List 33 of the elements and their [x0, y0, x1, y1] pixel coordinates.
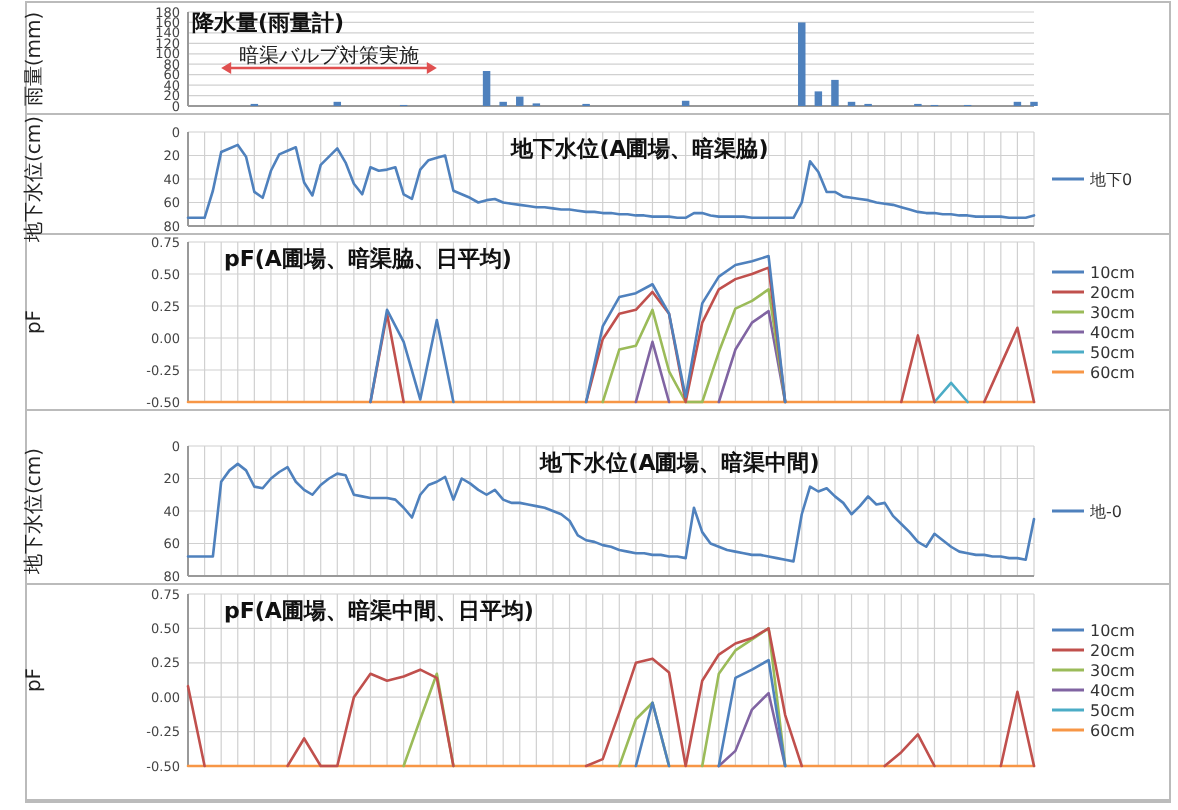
bar	[814, 91, 823, 106]
bar	[516, 96, 524, 106]
bar	[831, 79, 839, 106]
legend-label: 50cm	[1090, 701, 1136, 720]
line-series	[717, 691, 787, 768]
chart-title: pF(A圃場、暗渠脇、日平均)	[224, 246, 512, 272]
chart-title: pF(A圃場、暗渠中間、日平均)	[224, 598, 534, 624]
legend-label: 30cm	[1090, 303, 1136, 322]
y-axis-title: 地下水位(cm)	[22, 447, 46, 577]
legend-label: 地下0	[1088, 170, 1133, 189]
y-axis-title: pF	[24, 667, 46, 693]
chart-title: 降水量(雨量計)	[192, 10, 345, 36]
y-axis-title: 地下水位(cm)	[22, 115, 46, 245]
legend-label: 10cm	[1090, 263, 1136, 282]
bar	[798, 22, 806, 106]
y-axis-title: pF	[24, 309, 46, 335]
legend-label: 20cm	[1090, 283, 1136, 302]
legend-label: 40cm	[1090, 681, 1136, 700]
legend-label: 地-0	[1088, 502, 1122, 521]
legend-label: 60cm	[1090, 721, 1136, 740]
bar	[681, 100, 690, 106]
chart-title: 地下水位(A圃場、暗渠中間)	[538, 450, 820, 476]
y-axis-title: 雨量(mm)	[24, 11, 46, 107]
bar	[482, 71, 491, 106]
chart-title: 地下水位(A圃場、暗渠脇)	[509, 136, 769, 162]
legend-label: 40cm	[1090, 323, 1136, 342]
legend-label: 10cm	[1090, 621, 1136, 640]
legend-label: 30cm	[1090, 661, 1136, 680]
line-series	[601, 288, 787, 404]
legend-label: 50cm	[1090, 343, 1136, 362]
legend-label: 20cm	[1090, 641, 1136, 660]
legend-label: 60cm	[1090, 363, 1136, 382]
annotation: 暗渠バルブ対策実施	[239, 44, 419, 68]
